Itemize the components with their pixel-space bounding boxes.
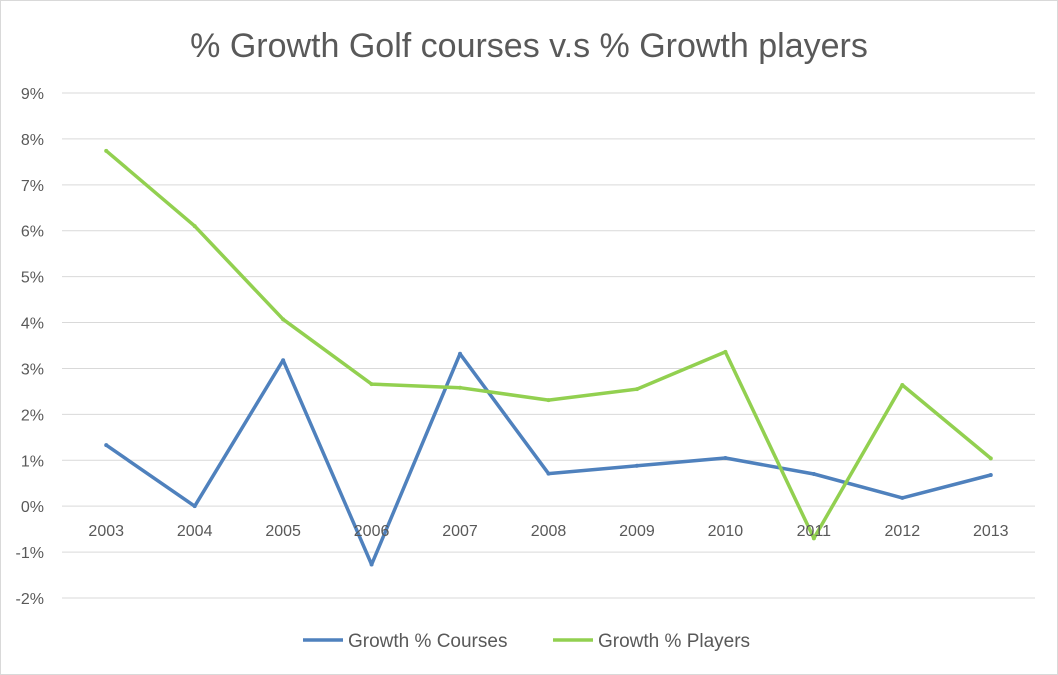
data-point — [811, 472, 816, 477]
y-tick-label: 9% — [21, 86, 44, 103]
data-point — [988, 472, 993, 477]
data-point — [546, 398, 551, 403]
x-tick-label: 2005 — [265, 523, 301, 540]
y-tick-label: 8% — [21, 132, 44, 149]
x-axis-tick-labels: 2003 2004 2005 2006 2007 2008 2009 2010 2011 2012… — [88, 523, 1008, 540]
data-point — [900, 382, 905, 387]
x-tick-label: 2008 — [531, 523, 567, 540]
x-tick-label: 2013 — [973, 523, 1009, 540]
data-point — [723, 349, 728, 354]
data-point — [281, 358, 286, 363]
x-tick-label: 2009 — [619, 523, 655, 540]
data-point — [104, 443, 109, 448]
legend: Growth % Courses Growth % Players — [303, 631, 750, 652]
x-tick-label: 2011 — [797, 523, 832, 540]
y-tick-label: 1% — [21, 453, 44, 470]
y-tick-label: 4% — [21, 316, 44, 333]
data-point — [192, 224, 197, 229]
data-point — [634, 387, 639, 392]
series-line-players — [104, 149, 993, 541]
data-point — [192, 504, 197, 509]
data-point — [458, 385, 463, 390]
y-tick-label: 3% — [21, 361, 44, 378]
y-tick-label: 0% — [21, 499, 44, 516]
x-tick-label: 2004 — [177, 523, 213, 540]
data-point — [369, 562, 374, 567]
y-tick-label: 6% — [21, 224, 44, 241]
data-point — [369, 382, 374, 387]
gridlines — [62, 92, 1035, 599]
series-lines — [104, 148, 993, 567]
x-tick-label: 2003 — [88, 523, 124, 540]
x-tick-label: 2007 — [442, 523, 478, 540]
legend-label: Growth % Courses — [348, 631, 507, 652]
data-point — [458, 351, 463, 356]
y-axis-tick-labels: -2% -1% 0% 1% 2% 3% 4% 5% 6% 7% 8% 9% — [16, 86, 44, 608]
data-point — [634, 463, 639, 468]
data-point — [811, 536, 816, 541]
data-point — [723, 455, 728, 460]
data-point — [104, 148, 109, 153]
data-point — [281, 317, 286, 322]
data-point — [900, 495, 905, 500]
x-tick-label: 2012 — [885, 523, 921, 540]
y-tick-label: 5% — [21, 270, 44, 287]
data-point — [546, 471, 551, 476]
y-tick-label: 7% — [21, 178, 44, 195]
legend-label: Growth % Players — [598, 631, 750, 652]
x-tick-label: 2006 — [354, 523, 390, 540]
chart-title: % Growth Golf courses v.s % Growth playe… — [190, 27, 868, 65]
y-tick-label: 2% — [21, 407, 44, 424]
x-tick-label: 2010 — [708, 523, 744, 540]
y-tick-label: -2% — [16, 591, 44, 608]
data-point — [988, 456, 993, 461]
y-tick-label: -1% — [16, 545, 44, 562]
